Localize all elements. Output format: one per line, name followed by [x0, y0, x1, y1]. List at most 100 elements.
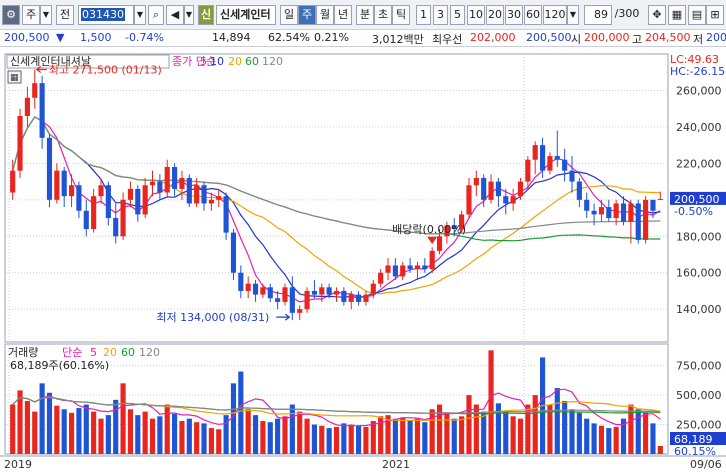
candle-body	[186, 177, 192, 204]
open-price: 200,000	[584, 31, 630, 44]
interval-1[interactable]: 1	[416, 5, 431, 25]
candle-body	[127, 188, 134, 200]
volume-bar	[613, 426, 619, 454]
toolbar: ⚙ 주 ▼ 전 031430 ▼ ⌕ ◀ ▼ 신 신세계인터 일 주 월 년 분…	[0, 0, 726, 30]
candle-body	[525, 159, 531, 182]
candle-body	[635, 203, 641, 240]
period-second[interactable]: 초	[374, 5, 392, 25]
interval-20[interactable]: 20	[486, 5, 504, 25]
volume-bar	[194, 422, 200, 454]
crosshair-icon[interactable]: ✥	[648, 5, 666, 25]
volume-bar	[525, 404, 531, 454]
last-volume-tag	[670, 432, 726, 445]
candle-body	[392, 265, 398, 277]
volume-bar	[39, 383, 45, 454]
candle-body	[576, 181, 582, 200]
candle-body	[98, 185, 104, 197]
stock-code-input[interactable]: 031430	[78, 5, 134, 25]
candle-body	[120, 199, 126, 237]
interval-10[interactable]: 10	[467, 5, 485, 25]
volume-panel-title: 거래량	[8, 346, 38, 359]
best-bid: 200,500	[526, 31, 572, 44]
volume-bar	[356, 425, 362, 454]
volume-bar	[400, 417, 406, 454]
interval-5[interactable]: 5	[450, 5, 465, 25]
volume-bar	[444, 412, 450, 454]
chart-type-icon[interactable]: ▤	[688, 5, 706, 25]
volume-bar	[68, 412, 75, 454]
volume-bar	[503, 411, 509, 454]
volume-bar	[598, 425, 605, 454]
speaker-icon[interactable]: ◀	[166, 5, 184, 25]
speaker-dropdown-icon[interactable]: ▼	[184, 5, 194, 25]
volume-bar	[98, 418, 104, 454]
candle-body	[356, 294, 362, 302]
dividend-marker: 배당락(0.00%)	[392, 223, 466, 245]
volume-bar	[105, 415, 111, 454]
calculator-icon[interactable]	[7, 70, 22, 84]
chart-area[interactable]: 260,000240,000220,000200,000180,000160,0…	[0, 48, 726, 472]
interval-60[interactable]: 60	[524, 5, 542, 25]
volume-bar	[172, 413, 178, 454]
period-year[interactable]: 년	[334, 5, 352, 25]
calculator-glyph: ▦	[10, 73, 19, 83]
volume-bar	[451, 418, 457, 454]
candle-body	[400, 265, 406, 277]
volume-bar	[510, 416, 516, 454]
candle-body	[444, 225, 450, 237]
period-month[interactable]: 월	[316, 5, 334, 25]
volume-bar	[179, 421, 185, 454]
volume-bar	[319, 425, 325, 454]
x-label-2019: 2019	[4, 458, 32, 471]
low-marker-text: 최저 134,000 (08/31)	[156, 311, 269, 324]
volume-bar	[282, 416, 288, 454]
price-tick-label: 180,000	[676, 230, 722, 243]
candle-count-input[interactable]: 89	[584, 5, 612, 25]
quote-row: 200,500 ▼ 1,500 -0.74% 14,894 62.54% 0.2…	[0, 30, 726, 47]
volume-bar	[326, 428, 332, 454]
volume-ma-label: 단순	[62, 346, 82, 359]
candle-body	[459, 214, 465, 229]
candle-body	[142, 185, 148, 215]
volume-bar	[554, 388, 560, 454]
expand-icon[interactable]: ⊞	[706, 5, 724, 25]
price-tick-label: 140,000	[676, 303, 722, 316]
high-label: 고	[632, 33, 643, 46]
price-panel-title-box	[6, 54, 170, 69]
trade-amount: 3,012백만	[372, 33, 424, 46]
interval-3[interactable]: 3	[433, 5, 448, 25]
volume-bar	[238, 371, 244, 454]
period-day[interactable]: 일	[280, 5, 298, 25]
interval-30[interactable]: 30	[505, 5, 523, 25]
interval-120[interactable]: 120	[543, 5, 567, 25]
volume-bar	[46, 392, 53, 454]
x-label-last: 09/06	[690, 458, 722, 471]
candle-body	[172, 167, 178, 189]
volume-bar	[584, 418, 590, 454]
volume-tick-label: 750,000	[676, 360, 722, 373]
period-tick[interactable]: 틱	[392, 5, 410, 25]
volume-tick-label: 250,000	[676, 419, 722, 432]
volume-bar	[620, 418, 627, 454]
candle-body	[407, 265, 413, 270]
best-ask: 202,000	[470, 31, 516, 44]
price-ma-120-line	[12, 116, 661, 235]
candle-body	[348, 294, 354, 302]
settings-icon[interactable]: ⚙	[2, 5, 20, 25]
period-minute[interactable]: 분	[356, 5, 374, 25]
candle-body	[569, 170, 575, 182]
period-week[interactable]: 주	[298, 5, 316, 25]
type-select[interactable]: 주	[22, 5, 40, 25]
range-button[interactable]: 전	[56, 5, 74, 25]
candle-body	[216, 196, 222, 200]
candle-body	[157, 181, 163, 193]
candle-count-total: /300	[614, 7, 640, 20]
grid-icon[interactable]: ▦	[668, 5, 686, 25]
interval-dropdown-icon[interactable]: ▼	[567, 5, 579, 25]
candle-body	[436, 236, 443, 251]
search-icon[interactable]: ⌕	[148, 5, 164, 25]
chevron-down-icon[interactable]: ▼	[40, 5, 52, 25]
candle-body	[201, 185, 207, 204]
code-dropdown-icon[interactable]: ▼	[134, 5, 146, 25]
candle-body	[495, 181, 501, 197]
